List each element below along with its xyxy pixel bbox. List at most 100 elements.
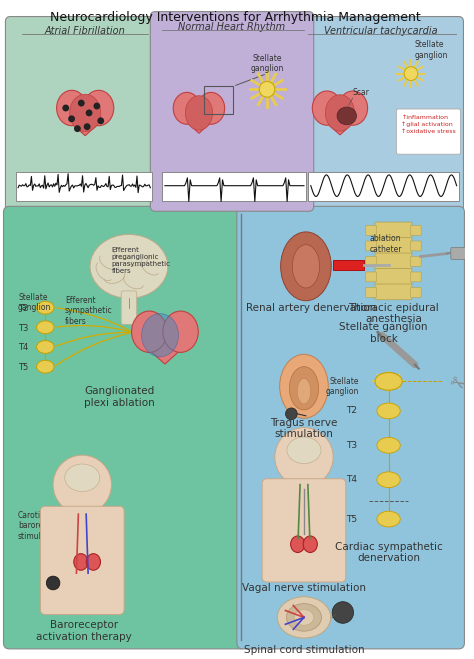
FancyBboxPatch shape [375, 269, 412, 284]
Text: T4: T4 [18, 343, 28, 353]
Ellipse shape [56, 90, 87, 126]
FancyBboxPatch shape [375, 253, 412, 269]
Text: T4: T4 [346, 475, 357, 484]
FancyBboxPatch shape [162, 172, 306, 202]
Text: Thoracic epidural
anesthesia: Thoracic epidural anesthesia [348, 302, 439, 324]
FancyBboxPatch shape [410, 225, 421, 235]
Text: Spinal cord stimulation: Spinal cord stimulation [244, 645, 365, 655]
Circle shape [332, 602, 354, 623]
FancyBboxPatch shape [150, 12, 314, 212]
FancyBboxPatch shape [366, 287, 376, 297]
Text: Stellate ganglion
block: Stellate ganglion block [339, 322, 428, 344]
Text: ✂: ✂ [445, 373, 467, 396]
Ellipse shape [185, 96, 212, 130]
Polygon shape [313, 111, 366, 135]
Text: Neurocardiology Interventions for Arrhythmia Management: Neurocardiology Interventions for Arrhyt… [50, 11, 420, 24]
Text: Renal artery denervation: Renal artery denervation [246, 302, 376, 313]
Text: Cardiac sympathetic
denervation: Cardiac sympathetic denervation [335, 542, 442, 563]
FancyBboxPatch shape [308, 172, 458, 202]
Circle shape [63, 105, 69, 111]
Ellipse shape [303, 536, 317, 552]
Polygon shape [133, 335, 197, 364]
Ellipse shape [297, 378, 311, 404]
FancyBboxPatch shape [451, 248, 467, 260]
Circle shape [275, 428, 333, 486]
Text: Stellate
ganglion: Stellate ganglion [18, 293, 52, 312]
FancyBboxPatch shape [410, 241, 421, 251]
Polygon shape [291, 546, 317, 557]
Ellipse shape [281, 232, 331, 301]
Polygon shape [74, 563, 100, 575]
Ellipse shape [90, 235, 168, 299]
Ellipse shape [337, 107, 356, 125]
Ellipse shape [292, 244, 319, 288]
Circle shape [84, 123, 91, 130]
FancyBboxPatch shape [410, 287, 421, 297]
Ellipse shape [142, 314, 179, 357]
Text: ↑inflammation
↑glial activation
↑oxidative stress: ↑inflammation ↑glial activation ↑oxidati… [401, 115, 456, 134]
Ellipse shape [277, 597, 331, 638]
Circle shape [404, 67, 418, 80]
Ellipse shape [377, 403, 400, 418]
Ellipse shape [36, 360, 54, 373]
Circle shape [78, 100, 85, 107]
Text: ablation
catheter: ablation catheter [369, 234, 401, 254]
Polygon shape [174, 111, 224, 133]
Ellipse shape [377, 472, 400, 488]
FancyBboxPatch shape [366, 272, 376, 282]
Text: Baroreceptor
activation therapy: Baroreceptor activation therapy [36, 620, 132, 642]
Circle shape [53, 455, 111, 514]
Text: T5: T5 [18, 363, 28, 372]
Text: Ventricular tachycardia: Ventricular tachycardia [324, 26, 438, 36]
Circle shape [68, 115, 75, 123]
Ellipse shape [338, 91, 368, 125]
FancyBboxPatch shape [5, 16, 165, 212]
FancyBboxPatch shape [396, 109, 461, 154]
FancyBboxPatch shape [375, 284, 412, 300]
Text: Ganglionated
plexi ablation: Ganglionated plexi ablation [84, 386, 155, 408]
Ellipse shape [86, 554, 100, 570]
Ellipse shape [291, 536, 305, 552]
FancyBboxPatch shape [366, 225, 376, 235]
Circle shape [97, 117, 104, 125]
Text: Stellate
ganglion: Stellate ganglion [415, 40, 448, 59]
FancyBboxPatch shape [333, 260, 364, 270]
FancyBboxPatch shape [298, 16, 464, 212]
Text: Stellate
ganglion: Stellate ganglion [326, 376, 359, 396]
Ellipse shape [83, 90, 114, 126]
FancyBboxPatch shape [121, 291, 137, 324]
Text: Normal Heart Rhythm: Normal Heart Rhythm [178, 22, 285, 32]
Circle shape [259, 82, 275, 97]
Text: Stellate
ganglion: Stellate ganglion [250, 54, 284, 73]
Ellipse shape [280, 355, 328, 418]
Ellipse shape [36, 321, 54, 333]
Ellipse shape [132, 311, 167, 353]
FancyBboxPatch shape [3, 206, 246, 649]
Ellipse shape [197, 92, 225, 125]
Circle shape [285, 408, 297, 420]
Text: Efferent
preganglionic
parasympathetic
fibers: Efferent preganglionic parasympathetic f… [111, 246, 171, 273]
Ellipse shape [74, 554, 88, 570]
FancyBboxPatch shape [410, 272, 421, 282]
Ellipse shape [377, 511, 400, 527]
FancyBboxPatch shape [366, 256, 376, 266]
Text: Efferent
sympathetic
fibers: Efferent sympathetic fibers [65, 296, 112, 326]
Ellipse shape [65, 464, 100, 492]
Ellipse shape [36, 341, 54, 353]
FancyBboxPatch shape [262, 478, 346, 582]
Ellipse shape [286, 604, 321, 631]
Text: T2: T2 [346, 407, 357, 415]
Ellipse shape [325, 95, 355, 131]
Circle shape [86, 109, 92, 117]
Text: Vagal nerve stimulation: Vagal nerve stimulation [242, 583, 366, 593]
FancyBboxPatch shape [237, 206, 465, 649]
Circle shape [93, 103, 100, 109]
FancyBboxPatch shape [375, 222, 412, 238]
FancyBboxPatch shape [366, 241, 376, 251]
Ellipse shape [287, 437, 321, 463]
Circle shape [46, 576, 60, 590]
Ellipse shape [294, 610, 314, 625]
Ellipse shape [70, 94, 101, 132]
Ellipse shape [375, 372, 402, 390]
Ellipse shape [36, 301, 54, 314]
